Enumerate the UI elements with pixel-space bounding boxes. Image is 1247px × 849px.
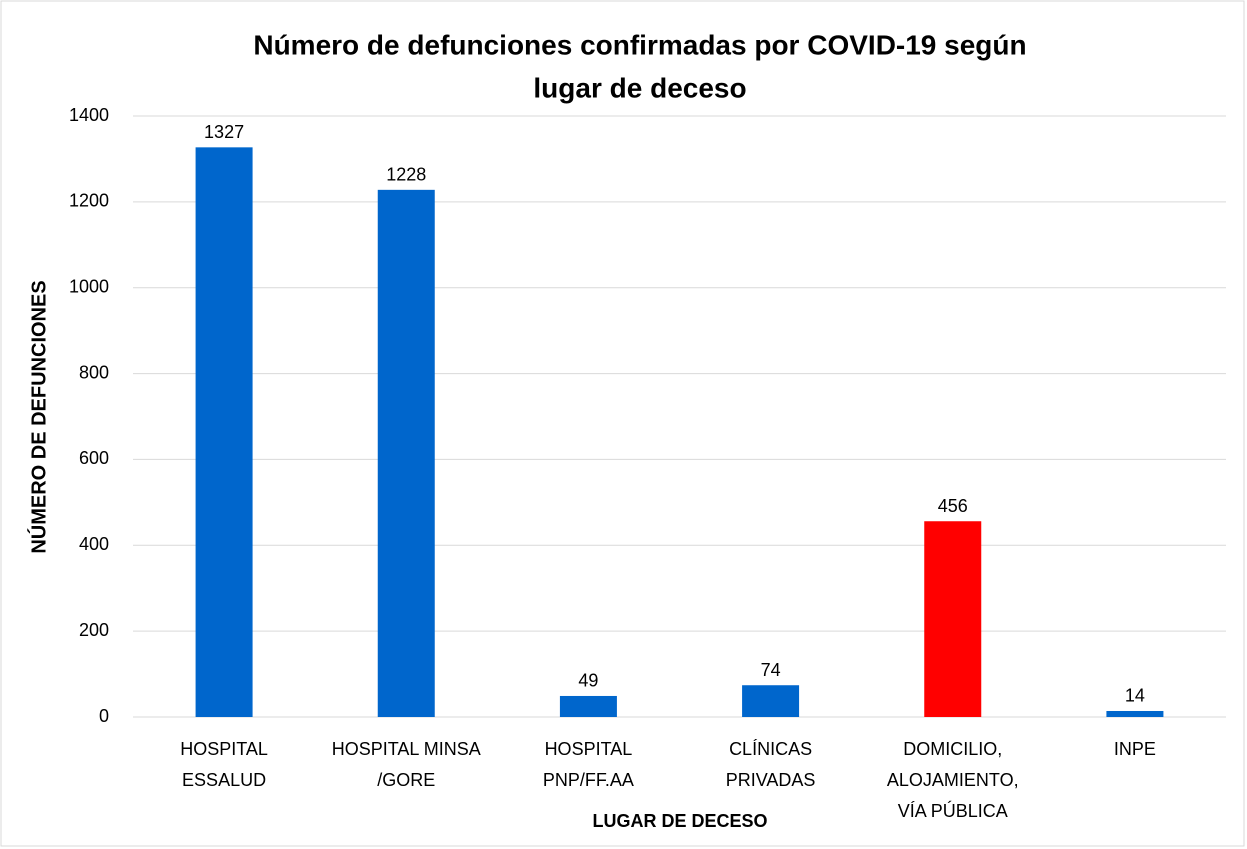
data-label: 1327 [204,122,244,142]
chart-title: lugar de deceso [533,72,746,103]
bar [742,685,800,717]
data-label: 49 [578,671,598,691]
chart-title: Número de defunciones confirmadas por CO… [253,29,1026,60]
y-tick-label: 600 [79,448,109,468]
data-label: 456 [938,496,968,516]
x-tick-label: HOSPITAL [545,739,633,759]
x-tick-label: /GORE [377,770,435,790]
y-tick-label: 200 [79,620,109,640]
bar [559,695,617,717]
bar [377,189,435,717]
x-tick-label: ESSALUD [182,770,266,790]
y-tick-label: 400 [79,534,109,554]
bar [1106,710,1164,717]
x-axis-title: LUGAR DE DECESO [592,811,767,831]
y-tick-label: 1000 [69,276,109,296]
y-tick-label: 1400 [69,105,109,125]
y-axis-title: NÚMERO DE DEFUNCIONES [26,280,50,553]
x-tick-label: VÍA PÚBLICA [898,800,1008,821]
x-tick-label: INPE [1114,739,1156,759]
y-tick-label: 0 [99,706,109,726]
bar [924,521,982,717]
data-label: 1228 [386,165,426,185]
x-tick-label: HOSPITAL MINSA [332,739,481,759]
y-tick-label: 1200 [69,191,109,211]
x-tick-label: ALOJAMIENTO, [887,770,1019,790]
x-tick-label: PNP/FF.AA [543,770,634,790]
x-tick-label: PRIVADAS [726,770,816,790]
bar [195,147,253,717]
data-label: 14 [1125,686,1145,706]
x-tick-label: HOSPITAL [180,739,268,759]
x-tick-label: CLÍNICAS [729,739,812,759]
y-tick-label: 800 [79,362,109,382]
data-label: 74 [761,660,781,680]
x-tick-label: DOMICILIO, [903,739,1002,759]
